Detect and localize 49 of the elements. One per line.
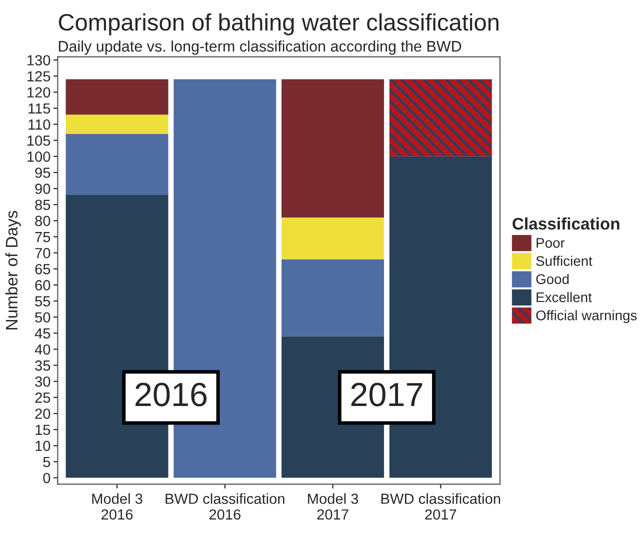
y-tick-label: 90 <box>35 184 50 194</box>
bar <box>282 217 384 260</box>
legend-label: Sufficient <box>536 256 592 266</box>
bar <box>282 79 384 218</box>
legend-label: Poor <box>536 238 565 248</box>
bar <box>282 259 384 336</box>
y-tick-label: 100 <box>28 152 50 162</box>
y-tick-label: 120 <box>28 87 50 98</box>
y-tick-label: 55 <box>35 296 50 306</box>
annotation: 2016 <box>136 382 207 406</box>
y-tick-label: 5 <box>43 456 50 468</box>
y-tick-label: 30 <box>35 376 50 387</box>
y-tick-label: 50 <box>35 312 50 323</box>
y-tick-label: 115 <box>28 103 50 114</box>
y-tick-label: 25 <box>35 392 50 403</box>
y-axis-title: Number of Days <box>5 210 21 330</box>
legend-label: Good <box>536 274 569 284</box>
chart-title: Comparison of bathing water classification <box>58 13 498 36</box>
y-tick-label: 0 <box>43 472 50 484</box>
y-tick-label: 80 <box>35 216 50 226</box>
y-tick-label: 65 <box>35 264 50 274</box>
legend-title: Classification <box>512 217 620 230</box>
legend-label: Official warnings <box>536 310 637 324</box>
x-tick-label: BWD classification 2016 <box>166 493 284 520</box>
y-tick-label: 10 <box>36 440 50 452</box>
y-tick-label: 70 <box>35 248 50 258</box>
y-tick-label: 130 <box>28 55 50 66</box>
bar <box>389 79 492 156</box>
y-tick-label: 95 <box>35 168 50 178</box>
bar <box>66 134 168 195</box>
x-tick-label: Model 3 2016 <box>92 493 142 520</box>
y-tick-label: 85 <box>35 200 50 210</box>
y-tick-label: 105 <box>28 135 50 146</box>
legend-label: Excellent <box>536 292 592 302</box>
y-tick-label: 45 <box>34 328 50 339</box>
x-tick-label: BWD classification 2017 <box>381 493 500 520</box>
chart-subtitle: Daily update vs. long-term classification according the BWD <box>58 40 462 55</box>
y-tick-label: 110 <box>28 119 50 130</box>
y-tick-label: 125 <box>28 71 50 82</box>
bar <box>66 79 168 115</box>
annotation: 2017 <box>351 382 422 406</box>
x-tick-label: Model 3 2017 <box>308 493 358 520</box>
y-tick-label: 35 <box>35 360 50 371</box>
bar <box>66 114 168 134</box>
y-tick-label: 75 <box>35 232 50 242</box>
y-tick-label: 20 <box>35 408 50 419</box>
y-tick-label: 60 <box>35 280 50 290</box>
y-tick-label: 40 <box>34 344 50 355</box>
y-tick-label: 15 <box>36 424 50 435</box>
